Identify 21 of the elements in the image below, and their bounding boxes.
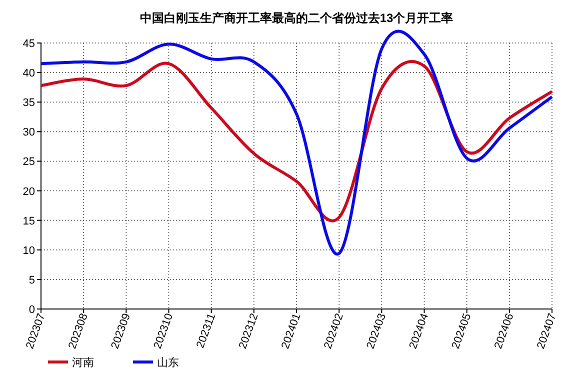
x-tick-label: 202308	[66, 312, 90, 351]
y-tick-label: 35	[22, 97, 35, 110]
y-tick-label: 10	[22, 244, 35, 257]
x-tick-label: 202311	[194, 312, 218, 350]
x-tick-label: 202404	[407, 312, 432, 351]
legend-label: 山东	[157, 356, 179, 369]
y-tick-label: 25	[22, 156, 35, 168]
x-tick-label: 202407	[534, 312, 559, 351]
legend-label: 河南	[72, 356, 94, 369]
y-tick-label: 30	[22, 126, 35, 139]
y-tick-label: 40	[22, 68, 35, 80]
x-tick-label: 202403	[364, 312, 388, 351]
x-tick-label: 202406	[492, 312, 516, 351]
y-tick-label: 5	[28, 274, 35, 286]
x-tick-label: 202405	[450, 312, 474, 351]
y-tick-label: 45	[22, 38, 35, 50]
y-tick-label: 15	[22, 215, 35, 228]
x-tick-label: 202309	[109, 312, 133, 351]
y-tick-label: 20	[22, 186, 35, 198]
title: 中国白刚玉生产商开工率最高的二个省份过去13个月开工率	[140, 11, 454, 25]
x-tick-label: 202310	[152, 312, 176, 351]
